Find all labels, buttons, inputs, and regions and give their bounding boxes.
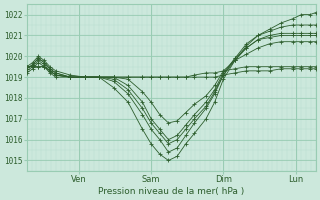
X-axis label: Pression niveau de la mer( hPa ): Pression niveau de la mer( hPa ) [98, 187, 244, 196]
